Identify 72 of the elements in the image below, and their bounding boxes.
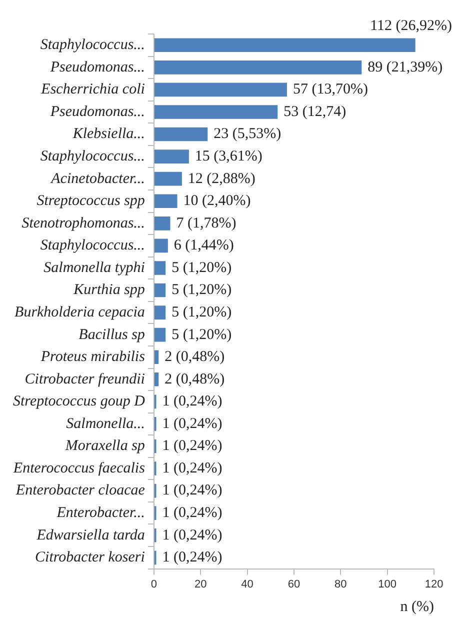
y-tick-label: Burkholderia cepacia — [14, 304, 145, 320]
x-tick-label: 0 — [150, 578, 157, 590]
data-label: 1 (0,24%) — [162, 460, 222, 476]
y-tick-label: Enterobacter cloacae — [14, 482, 146, 499]
y-tick-label: Pseudomonas... — [49, 104, 145, 120]
data-label: 1 (0,24%) — [162, 505, 222, 522]
data-label: 1 (0,24%) — [162, 416, 222, 432]
bar — [154, 238, 168, 253]
y-tick-label: Enterococcus faecalis — [12, 460, 146, 476]
y-tick-label: Acinetobacter... — [50, 170, 145, 187]
x-tick-label: 120 — [424, 578, 444, 590]
y-tick-label: Streptococcus spp — [36, 193, 146, 210]
data-label: 1 (0,24%) — [162, 482, 222, 499]
data-label: 1 (0,24%) — [162, 438, 222, 454]
data-label: 89 (21,39%) — [368, 59, 443, 76]
bar — [154, 306, 166, 320]
data-label: 5 (1,20%) — [172, 260, 232, 276]
bar — [154, 194, 178, 208]
y-tick-label: Bacillus sp — [78, 326, 146, 343]
y-tick-label: Citrobacter koseri — [35, 550, 145, 566]
data-label: 2 (0,48%) — [164, 371, 225, 388]
y-tick-label: Enterobacter... — [56, 505, 145, 522]
data-label: 57 (13,70%) — [292, 82, 368, 98]
x-tick-label: 40 — [241, 578, 254, 590]
y-tick-label: Escherrichia coli — [40, 82, 145, 98]
bar — [154, 172, 182, 186]
y-tick-label: Streptococcus goup D — [12, 394, 146, 410]
bar — [154, 372, 159, 386]
x-tick-label: 80 — [334, 578, 347, 590]
bar — [154, 38, 416, 52]
bar — [154, 216, 170, 230]
y-tick-label: Salmonella... — [66, 416, 145, 432]
bar — [154, 105, 278, 119]
bar — [154, 127, 208, 142]
y-tick-label: Proteus mirabilis — [40, 349, 146, 366]
data-label: 1 (0,24%) — [162, 394, 222, 410]
y-tick-label: Staphylococcus... — [40, 148, 145, 164]
bar — [154, 283, 166, 298]
data-label: 12 (2,88%) — [188, 170, 256, 187]
y-tick-label: Citrobacter freundii — [24, 371, 145, 388]
y-tick-label: Staphylococcus... — [40, 37, 145, 54]
y-tick-label: Edwarsiella tarda — [36, 527, 145, 544]
data-label: 10 (2,40%) — [183, 193, 251, 210]
data-label: 53 (12,74) — [284, 104, 346, 120]
y-tick-label: Klebsiella... — [72, 126, 145, 142]
data-label: 15 (3,61%) — [194, 148, 262, 164]
x-tick-label: 20 — [194, 578, 207, 590]
y-tick-label: Salmonella typhi — [44, 260, 145, 276]
data-label: 5 (1,20%) — [172, 282, 232, 298]
bar — [154, 328, 166, 342]
data-label: 5 (1,20%) — [172, 304, 232, 320]
bar — [154, 350, 159, 364]
data-label: 112 (26,92%) — [370, 18, 452, 34]
data-label: 1 (0,24%) — [162, 527, 222, 544]
y-tick-label: Staphylococcus... — [40, 238, 145, 254]
x-tick-label: 60 — [288, 578, 300, 590]
data-label: 23 (5,53%) — [214, 126, 282, 142]
y-tick-label: Pseudomonas... — [49, 59, 145, 76]
data-label: 1 (0,24%) — [162, 550, 222, 566]
bar — [154, 150, 189, 164]
bar — [154, 60, 362, 74]
data-label: 7 (1,78%) — [176, 215, 236, 232]
bar — [154, 261, 166, 275]
x-tick-label: 100 — [378, 578, 396, 590]
data-label: 5 (1,20%) — [172, 326, 232, 343]
y-tick-label: Stenotrophomonas... — [22, 215, 145, 232]
data-label: 6 (1,44%) — [174, 238, 234, 254]
y-tick-label: Moraxella sp — [64, 438, 146, 454]
data-label: 2 (0,48%) — [164, 349, 225, 366]
y-tick-label: Kurthia spp — [72, 282, 146, 298]
bar — [154, 82, 287, 97]
x-axis-title: n (%) — [400, 598, 434, 615]
